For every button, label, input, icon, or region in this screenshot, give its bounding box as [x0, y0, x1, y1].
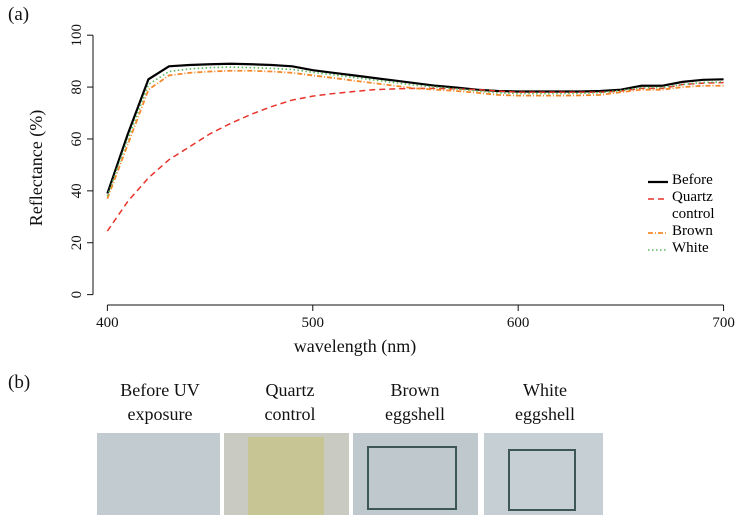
photo-caption: Quartz control	[264, 380, 316, 424]
outline	[367, 446, 457, 510]
x-tick-label: 700	[712, 315, 735, 331]
legend-swatch	[648, 249, 668, 251]
legend-swatch	[648, 198, 668, 200]
y-tick-label: 100	[69, 24, 85, 47]
legend-label: Before	[672, 172, 713, 188]
x-axis-label: wavelength (nm)	[294, 336, 416, 357]
legend: Before Quartz control Brown White	[648, 172, 728, 257]
legend-label: Brown	[672, 223, 713, 239]
y-tick-label: 0	[69, 291, 85, 299]
legend-label: White	[672, 240, 709, 256]
y-tick-label: 60	[69, 131, 85, 146]
y-tick-label: 80	[69, 80, 85, 95]
chart: wavelength (nm) Reflectance (%) 0 20 40 60 8…	[26, 24, 735, 357]
series-line	[106, 62, 724, 194]
photo	[353, 433, 478, 515]
legend-label: Quartz control	[672, 189, 715, 222]
x-tick-label: 600	[507, 315, 530, 331]
series-line	[106, 69, 724, 199]
legend-item: Brown	[648, 223, 728, 240]
panel-label: (b)	[8, 372, 31, 393]
y-tick-label: 20	[69, 235, 85, 250]
y-tick-label: 40	[69, 183, 85, 198]
x-tick-label: 500	[302, 315, 325, 331]
legend-item: White	[648, 240, 728, 257]
panel-label: (a)	[8, 4, 30, 25]
photo-caption: Brown eggshell	[385, 380, 445, 424]
photo-caption: White eggshell	[515, 380, 575, 424]
photo	[97, 433, 220, 515]
film	[248, 437, 324, 515]
photo-caption: Before UV exposure	[120, 380, 200, 424]
series-line	[106, 81, 724, 232]
outline	[508, 449, 576, 511]
photo	[224, 433, 349, 515]
legend-item: Quartz control	[648, 189, 728, 223]
photo	[484, 433, 603, 515]
legend-swatch	[648, 180, 668, 184]
x-tick-label: 400	[96, 315, 119, 331]
legend-item: Before	[648, 172, 728, 189]
legend-swatch	[648, 232, 668, 234]
y-axis-label: Reflectance (%)	[26, 110, 47, 226]
series-line	[106, 66, 724, 197]
